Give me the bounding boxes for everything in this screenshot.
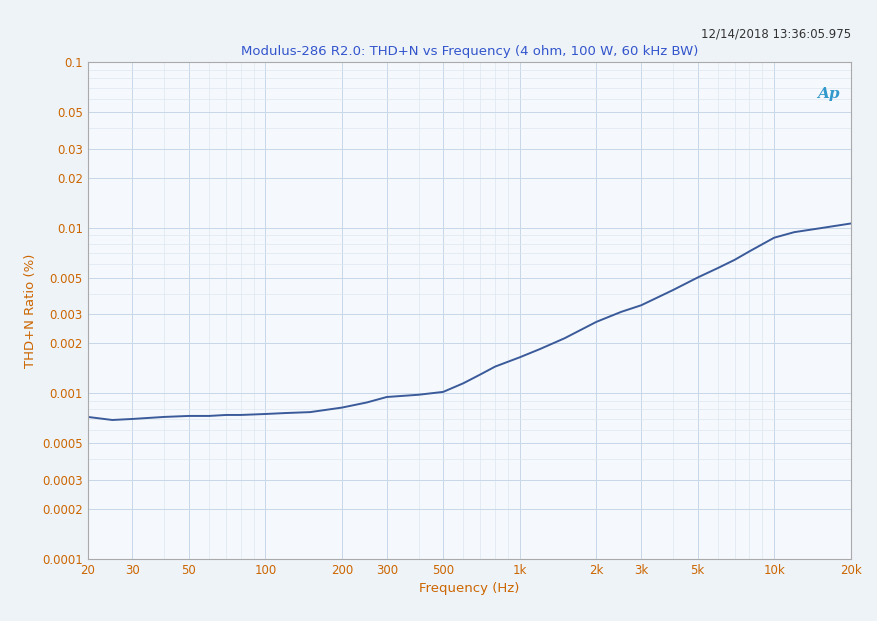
Text: 12/14/2018 13:36:05.975: 12/14/2018 13:36:05.975 xyxy=(701,28,851,41)
Y-axis label: THD+N Ratio (%): THD+N Ratio (%) xyxy=(24,253,37,368)
Title: Modulus-286 R2.0: THD+N vs Frequency (4 ohm, 100 W, 60 kHz BW): Modulus-286 R2.0: THD+N vs Frequency (4 … xyxy=(240,45,698,58)
Text: Ap: Ap xyxy=(816,87,839,101)
X-axis label: Frequency (Hz): Frequency (Hz) xyxy=(419,582,519,596)
